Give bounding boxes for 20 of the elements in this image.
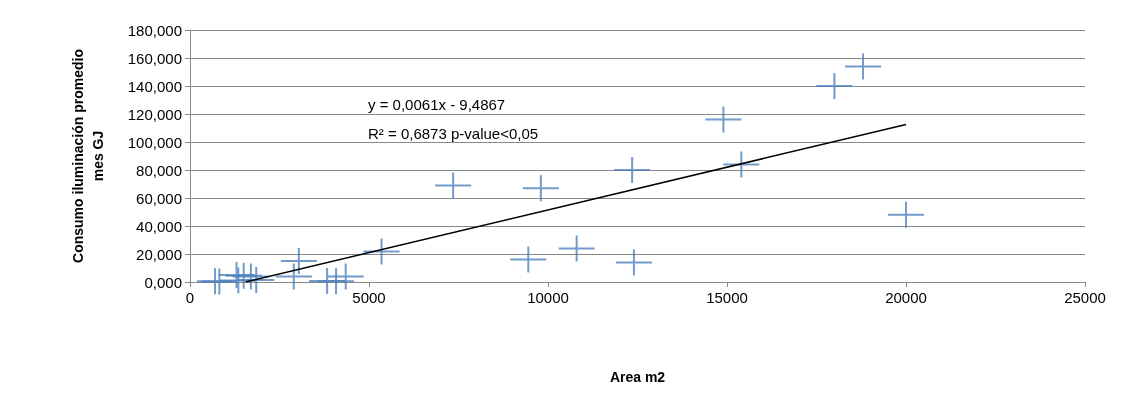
x-tick-label: 0 <box>185 289 195 306</box>
x-tick-label: 5000 <box>352 289 386 306</box>
annotation: R² = 0,6873 p-value<0,05 <box>368 125 539 142</box>
x-tick-label: 10000 <box>527 289 569 306</box>
y-tick-label: 160,000 <box>127 49 182 67</box>
y-tick-label: 100,000 <box>127 133 182 151</box>
annotation: y = 0,0061x - 9,4867 <box>368 96 506 113</box>
y-tick-label: 180,000 <box>127 21 182 39</box>
y-tick-label: 120,000 <box>127 105 182 123</box>
x-tick-label: 20000 <box>885 289 927 306</box>
y-tick-label: 140,000 <box>127 77 182 95</box>
y-tick-label: 60,000 <box>136 189 182 207</box>
y-axis-title: Consumo iluminación promedio mes GJ <box>70 49 106 263</box>
y-tick-label: 40,000 <box>136 217 182 235</box>
y-tick-label: 20,000 <box>136 245 182 263</box>
y-tick-label: 0,000 <box>144 273 182 291</box>
x-tick-label: 15000 <box>706 289 748 306</box>
x-axis-title: Area m2 <box>609 369 666 385</box>
x-tick-label: 25000 <box>1064 289 1106 306</box>
y-tick-label: 80,000 <box>136 161 182 179</box>
